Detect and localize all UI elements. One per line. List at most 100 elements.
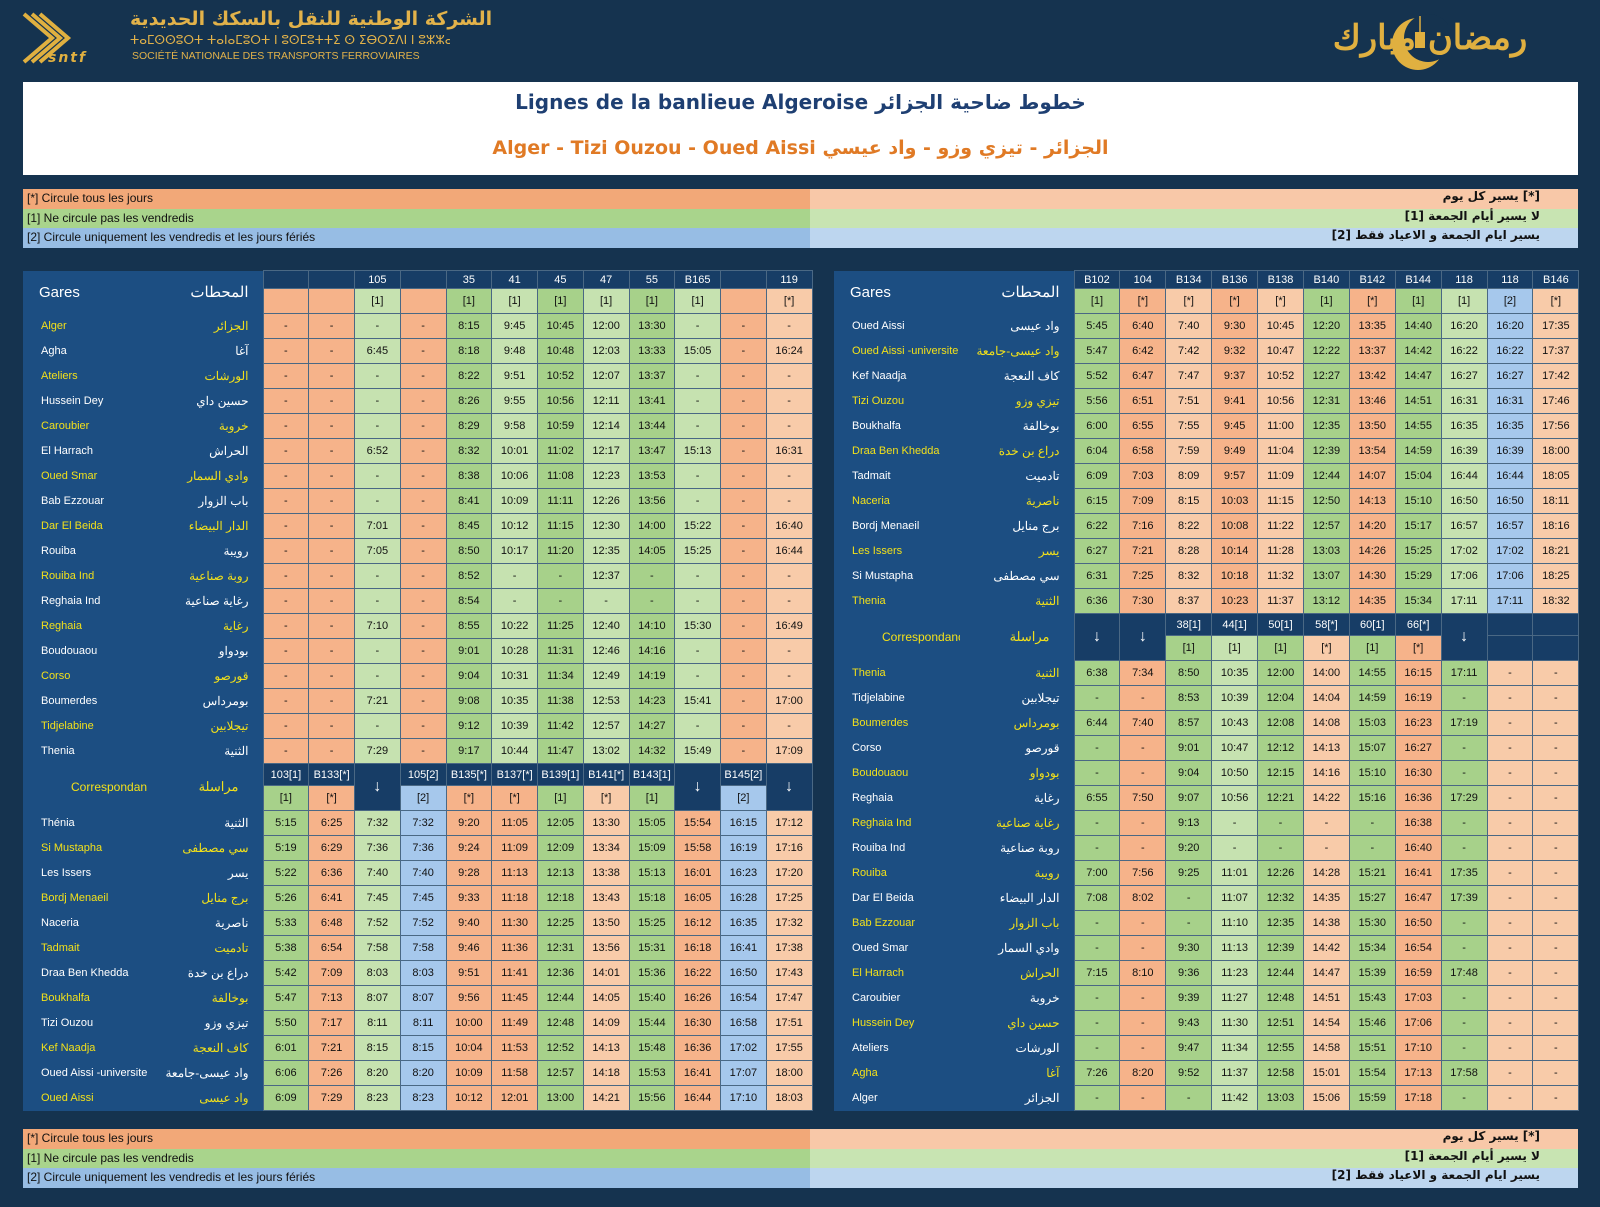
time-cell: 8:09 [1165, 463, 1213, 489]
station-row: Corso قورصو - -9:01 10:47 12:12 14:13 15:07 16:2… [834, 735, 1580, 761]
station-name-ar: واد عيسى [960, 313, 1074, 339]
time-cell: 14:04 [1302, 685, 1350, 711]
time-cell: - [1073, 1085, 1121, 1111]
time-cell: 7:32 [399, 810, 447, 836]
time-cell: 14:54 [1302, 1010, 1350, 1036]
time-cell: - [1486, 710, 1534, 736]
time-cell: - [1073, 685, 1121, 711]
time-cell: 14:35 [1302, 885, 1350, 911]
time-cell: 12:48 [1257, 985, 1304, 1011]
station-row: Oued Smar وادي السمار - -9:30 11:13 12:39 14:4… [834, 935, 1580, 961]
corr-train-number: 60[1] [1348, 613, 1396, 636]
time-cell: 7:42 [1165, 338, 1213, 364]
time-cell: - [308, 563, 355, 589]
time-cell: - [308, 688, 355, 714]
train-number: 41 [491, 270, 538, 289]
time-cell: 13:42 [1348, 363, 1396, 389]
time-cell: - [720, 413, 767, 439]
time-cell: 7:29 [308, 1085, 355, 1111]
time-cell: 7:59 [1165, 438, 1213, 464]
time-cell: 9:24 [445, 835, 493, 861]
time-cell: 17:10 [1394, 1035, 1442, 1061]
time-cell: 11:42 [537, 713, 584, 739]
time-cell: 11:22 [1257, 513, 1304, 539]
corr-train-number: 66[*] [1394, 613, 1442, 636]
time-cell: 9:51 [445, 960, 493, 986]
time-cell: 10:48 [537, 338, 584, 364]
time-cell: 16:20 [1486, 313, 1534, 339]
time-cell: 14:16 [628, 638, 676, 664]
train-flag: [1] [1394, 288, 1442, 314]
time-cell: 6:40 [1119, 313, 1167, 339]
time-cell: 17:07 [720, 1060, 767, 1086]
station-row: Agha آغا - -6:45-8:18 9:48 10:48 12:03 13:33 15:… [23, 338, 813, 364]
station-name-ar: ناصرية [147, 910, 263, 936]
time-cell: 13:30 [582, 810, 630, 836]
time-cell: 12:26 [1257, 860, 1304, 886]
time-cell: 12:57 [1302, 513, 1350, 539]
station-name-ar: الجزائر [147, 313, 263, 339]
time-cell: 17:09 [765, 738, 813, 764]
station-name: Kef Naadja [23, 1035, 147, 1061]
station-name-ar: آغا [960, 1060, 1074, 1086]
train-flag: [1] [1440, 288, 1488, 314]
time-cell: 12:53 [582, 688, 630, 714]
time-cell: 12:18 [537, 885, 584, 911]
station-name-ar: وادي السمار [147, 463, 263, 489]
time-cell: - [1073, 810, 1121, 836]
time-cell: 12:25 [537, 910, 584, 936]
train-number: B140 [1302, 270, 1350, 289]
time-cell: - [1257, 810, 1304, 836]
time-cell: 12:52 [537, 1035, 584, 1061]
time-cell: 17:51 [765, 1010, 813, 1036]
time-cell: 8:11 [354, 1010, 401, 1036]
station-name-ar: الدار البيضاء [960, 885, 1074, 911]
station-name-ar: آغا [147, 338, 263, 364]
station-name-ar: روبة صناعية [147, 563, 263, 589]
time-cell: 13:50 [1348, 413, 1396, 439]
time-cell: 16:44 [1440, 463, 1488, 489]
time-cell: 15:04 [1394, 463, 1442, 489]
time-cell: 9:25 [1165, 860, 1213, 886]
time-cell: - [1440, 1035, 1488, 1061]
time-cell: 17:25 [765, 885, 813, 911]
time-cell: 14:26 [1348, 538, 1396, 564]
time-cell: 15:46 [1348, 1010, 1396, 1036]
station-name-ar: رغاية صناعية [960, 810, 1074, 836]
time-cell: - [1486, 885, 1534, 911]
time-cell: 7:13 [308, 985, 355, 1011]
time-cell: 8:15 [445, 313, 493, 339]
time-cell: - [628, 588, 676, 614]
station-row: Hussein Dey حسين داي - - - -8:26 9:55 10:56 12:1… [23, 388, 813, 414]
station-name: Oued Smar [834, 935, 960, 961]
time-cell: 9:07 [1165, 785, 1213, 811]
time-cell: 10:56 [1257, 388, 1304, 414]
time-cell: - [1486, 660, 1534, 686]
time-cell: - [1440, 1085, 1488, 1111]
time-cell: - [765, 313, 813, 339]
time-cell: - [674, 463, 721, 489]
time-cell: 16:54 [720, 985, 767, 1011]
time-cell: 10:09 [491, 488, 538, 514]
time-cell: 17:11 [1440, 588, 1488, 614]
time-cell: 7:21 [1119, 538, 1167, 564]
time-cell: 14:51 [1394, 388, 1442, 414]
time-cell: 11:28 [1257, 538, 1304, 564]
gares-header-ar: المحطات [960, 270, 1074, 314]
time-cell: 11:04 [1257, 438, 1304, 464]
time-cell: 16:44 [1486, 463, 1534, 489]
station-row: Reghaia Ind رغاية صناعية - - - -8:54- - - - - - - [23, 588, 813, 614]
corr-train-number: B137[*] [491, 763, 538, 786]
legend-ar: يسير كل يوم [*] [810, 189, 1578, 209]
time-cell: 17:06 [1486, 563, 1534, 589]
time-cell: - [399, 338, 447, 364]
time-cell: - [765, 713, 813, 739]
station-name: Tidjelabine [23, 713, 147, 739]
station-name: Les Issers [834, 538, 960, 564]
time-cell: 12:00 [1257, 660, 1304, 686]
time-cell: - [674, 413, 721, 439]
time-cell: 11:09 [1257, 463, 1304, 489]
down-arrow-icon: ↓ [354, 763, 401, 811]
time-cell: 16:36 [1394, 785, 1442, 811]
train-number: 118 [1440, 270, 1488, 289]
